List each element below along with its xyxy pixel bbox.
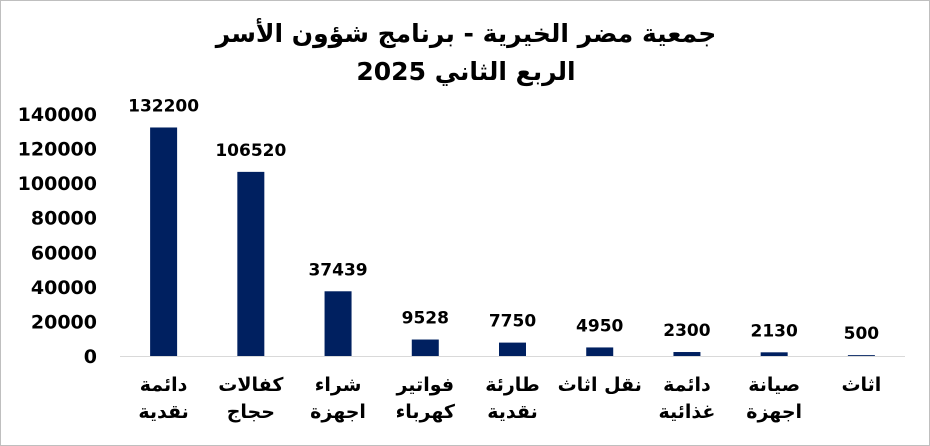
y-tick-label: 40000 xyxy=(31,277,97,299)
x-tick-label: غذائية xyxy=(658,401,715,423)
bar xyxy=(673,352,701,356)
y-tick-label: 80000 xyxy=(31,208,97,230)
bar xyxy=(237,171,265,356)
y-tick-label: 0 xyxy=(84,346,97,368)
y-tick-label: 140000 xyxy=(18,104,97,126)
x-tick-label: اثاث xyxy=(841,374,881,396)
data-label: 106520 xyxy=(215,141,286,161)
data-label: 9528 xyxy=(402,309,449,329)
y-tick-label: 60000 xyxy=(31,242,97,264)
x-tick-label: كفالات xyxy=(218,374,284,396)
data-label: 37439 xyxy=(308,260,367,280)
x-tick-label: حجاج xyxy=(227,401,275,423)
x-tick-label: اجهزة xyxy=(746,401,802,423)
y-tick-label: 100000 xyxy=(18,173,97,195)
bar xyxy=(411,339,439,356)
y-tick-label: 120000 xyxy=(18,139,97,161)
bar xyxy=(150,127,178,357)
bar xyxy=(760,352,788,356)
bar xyxy=(847,355,875,356)
bar xyxy=(499,342,526,356)
x-tick-label: دائمة xyxy=(663,374,711,396)
x-tick-label: صيانة xyxy=(748,374,800,396)
x-tick-label: طارئة xyxy=(485,374,540,396)
chart-subtitle: الربع الثاني 2025 xyxy=(356,57,576,86)
data-label: 7750 xyxy=(489,312,536,332)
data-label: 132200 xyxy=(128,96,199,116)
data-label: 500 xyxy=(844,324,880,344)
data-label: 2130 xyxy=(751,321,798,341)
x-tick-label: اجهزة xyxy=(310,401,366,423)
data-label: 2300 xyxy=(663,321,710,341)
bar xyxy=(324,291,352,356)
x-tick-label: شراء xyxy=(315,374,362,396)
x-tick-label: كهرباء xyxy=(396,401,456,423)
y-tick-label: 20000 xyxy=(31,311,97,333)
bar xyxy=(586,347,614,356)
x-tick-label: فواتير xyxy=(395,374,454,396)
x-tick-label: نقدية xyxy=(138,401,188,423)
data-label: 4950 xyxy=(576,316,623,336)
chart-title: جمعية مضر الخيرية - برنامج شؤون الأسر xyxy=(215,19,717,48)
x-tick-label: نقل اثاث xyxy=(558,374,642,396)
x-tick-label: نقدية xyxy=(487,401,537,423)
x-tick-label: دائمة xyxy=(140,374,188,396)
